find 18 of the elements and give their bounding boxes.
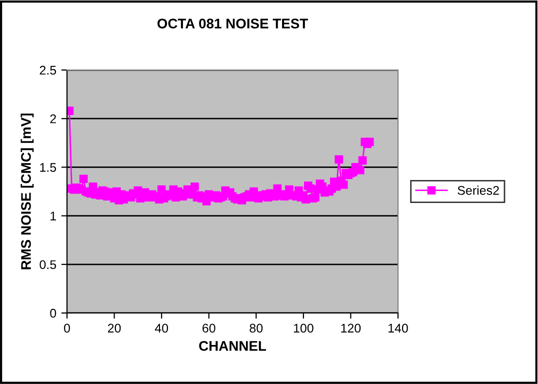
x-tick-label: 120 xyxy=(341,324,361,333)
y-tick-label: 1 xyxy=(50,212,56,220)
x-tick-label: 40 xyxy=(154,324,168,333)
x-tick-label: 0 xyxy=(64,324,70,333)
y-axis-title: RMS NOISE [CMC] [mV] xyxy=(20,114,34,270)
x-tick-label: 20 xyxy=(108,324,121,333)
y-tick-label: 1.5 xyxy=(40,163,56,172)
x-tick-label: 60 xyxy=(202,324,216,333)
y-tick-label: 0.5 xyxy=(40,260,56,270)
chart-title: OCTA 081 NOISE TEST xyxy=(157,18,308,28)
y-tick-label: 2.5 xyxy=(40,66,56,75)
legend-label: Series2 xyxy=(458,186,499,195)
x-axis-title: CHANNEL xyxy=(199,340,266,351)
x-tick-label: 140 xyxy=(388,324,408,333)
x-tick-label: 80 xyxy=(250,324,263,333)
y-tick-label: 0 xyxy=(50,308,56,318)
x-tick-label: 100 xyxy=(294,324,314,333)
y-tick-label: 2 xyxy=(50,114,56,124)
